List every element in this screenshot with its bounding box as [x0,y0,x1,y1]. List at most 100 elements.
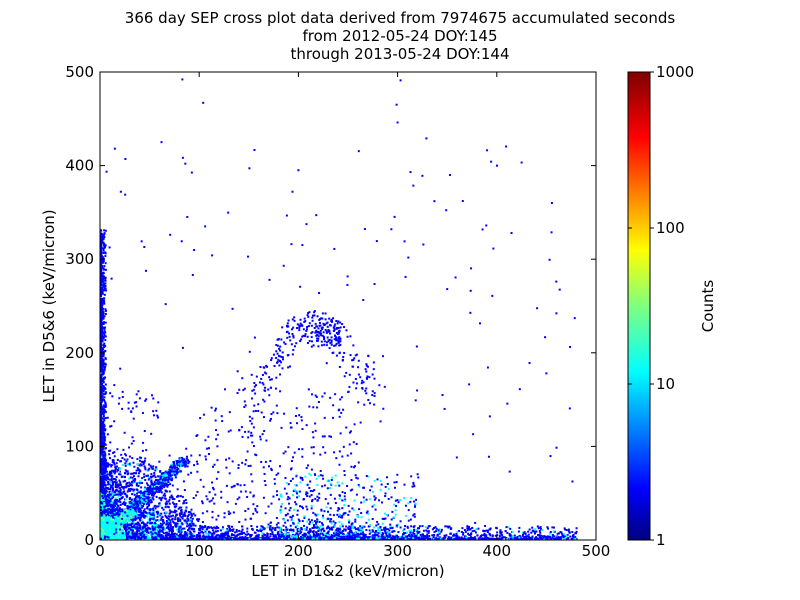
heatmap-cell [455,536,458,539]
heatmap-cell [100,229,103,232]
heatmap-cell [149,521,152,524]
heatmap-cell [213,536,216,539]
heatmap-cell [434,526,437,529]
heatmap-cell [496,537,499,540]
heatmap-cell [100,497,103,500]
heatmap-cell [100,309,103,312]
heatmap-cell [440,528,443,531]
heatmap-cell [104,262,107,265]
heatmap-cell [101,256,104,259]
heatmap-cell [453,534,456,537]
heatmap-cell [104,282,107,285]
heatmap-cell [133,531,136,534]
heatmap-cell [364,533,367,536]
heatmap-cell [215,527,218,530]
heatmap-cell [320,529,323,532]
heatmap-cell [460,536,463,539]
heatmap-cell [518,537,521,540]
heatmap-cell [103,419,106,422]
heatmap-cell [559,537,562,540]
heatmap-cell [118,499,121,502]
heatmap-cell [347,532,350,535]
heatmap-cell [562,533,565,536]
heatmap-cell [100,466,103,469]
heatmap-cell [137,521,140,524]
heatmap-cell [563,527,566,530]
heatmap-cell [192,523,195,526]
heatmap-cell [454,537,457,540]
heatmap-cell [271,533,274,536]
heatmap-cell [104,383,107,386]
heatmap-cell [168,522,171,525]
heatmap-cell [130,530,133,533]
heatmap-cell [103,287,106,290]
heatmap-cell [148,467,151,470]
heatmap-cell [201,535,204,538]
heatmap-cell [143,533,146,536]
heatmap-cell [539,527,542,530]
heatmap-cell [102,350,105,353]
heatmap-cell [525,536,528,539]
heatmap-cell [180,533,183,536]
heatmap-cell [101,276,104,279]
heatmap-cell [327,537,330,540]
heatmap-cell [483,532,486,535]
heatmap-cell [103,367,106,370]
heatmap-cell [133,488,136,491]
heatmap-cell [109,502,112,505]
heatmap-cell [322,534,325,537]
heatmap-cell [132,516,135,519]
heatmap-cell [102,307,105,310]
heatmap-cell [526,537,529,540]
heatmap-cell [570,537,573,540]
heatmap-cell [146,537,149,540]
heatmap-cell [153,519,156,522]
heatmap-cell [269,533,272,536]
heatmap-cell [474,537,477,540]
heatmap-cell [103,517,106,520]
heatmap-cell [436,534,439,537]
heatmap-cell [344,528,347,531]
heatmap-cell [255,535,258,538]
heatmap-cell [143,475,146,478]
heatmap-cell [186,515,189,518]
heatmap-cell [233,534,236,537]
heatmap-cell [183,500,186,503]
heatmap-cell [467,537,470,540]
heatmap-cell [211,537,214,540]
heatmap-cell [238,537,241,540]
heatmap-cell [103,293,106,296]
heatmap-cell [101,284,104,287]
heatmap-cell [142,537,145,540]
heatmap-cell [220,535,223,538]
heatmap-cell [116,483,119,486]
heatmap-cell [104,484,107,487]
heatmap-cell [103,409,106,412]
heatmap-cell [475,528,478,531]
heatmap-cell [522,531,525,534]
heatmap-cell [249,535,252,538]
heatmap-cell [142,529,145,532]
heatmap-cell [526,535,529,538]
heatmap-cell [412,526,415,529]
heatmap-cell [312,532,315,535]
heatmap-cell [175,510,178,513]
heatmap-cell [100,467,103,470]
heatmap-cell [348,525,351,528]
heatmap-cell [212,531,215,534]
heatmap-cell [104,321,107,324]
heatmap-cell [100,381,103,384]
heatmap-cell [486,531,489,534]
heatmap-cell [523,535,526,538]
heatmap-cell [157,520,160,523]
heatmap-cell [100,290,103,293]
heatmap-cell [244,535,247,538]
heatmap-cell [186,529,189,532]
heatmap-cell [102,267,105,270]
heatmap-cell [103,441,106,444]
heatmap-cell [100,294,103,297]
heatmap-cell [157,514,160,517]
heatmap-cell [461,527,464,530]
heatmap-cell [102,289,105,292]
